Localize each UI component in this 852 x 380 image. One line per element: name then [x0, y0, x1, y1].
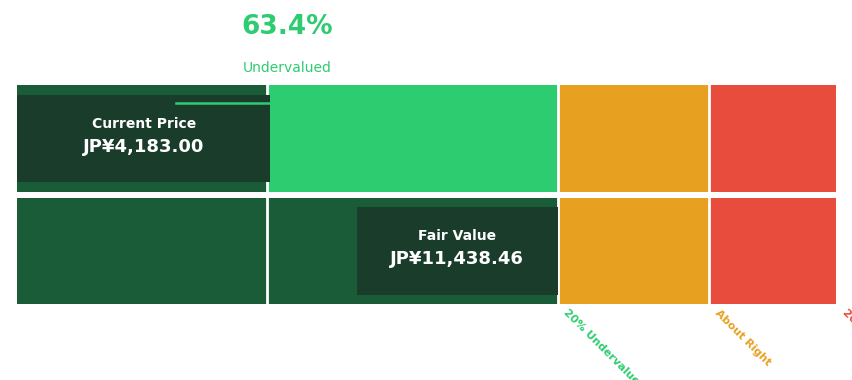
Text: 20% Overvalued: 20% Overvalued — [839, 308, 852, 380]
Bar — [708, 86, 835, 192]
Text: Fair Value: Fair Value — [417, 230, 496, 243]
Text: About Right: About Right — [712, 308, 772, 367]
Bar — [356, 207, 557, 294]
Bar — [17, 86, 267, 192]
Text: 20% Undervalued: 20% Undervalued — [561, 308, 646, 380]
Bar — [708, 198, 835, 304]
Text: Current Price: Current Price — [91, 117, 196, 131]
Text: JP¥4,183.00: JP¥4,183.00 — [83, 138, 204, 156]
Bar — [557, 86, 708, 192]
Text: Undervalued: Undervalued — [243, 62, 331, 75]
Text: JP¥11,438.46: JP¥11,438.46 — [390, 250, 523, 268]
Bar — [267, 86, 557, 192]
Text: 63.4%: 63.4% — [241, 14, 333, 40]
Bar — [17, 95, 270, 182]
Bar — [17, 198, 557, 304]
Bar — [557, 198, 708, 304]
